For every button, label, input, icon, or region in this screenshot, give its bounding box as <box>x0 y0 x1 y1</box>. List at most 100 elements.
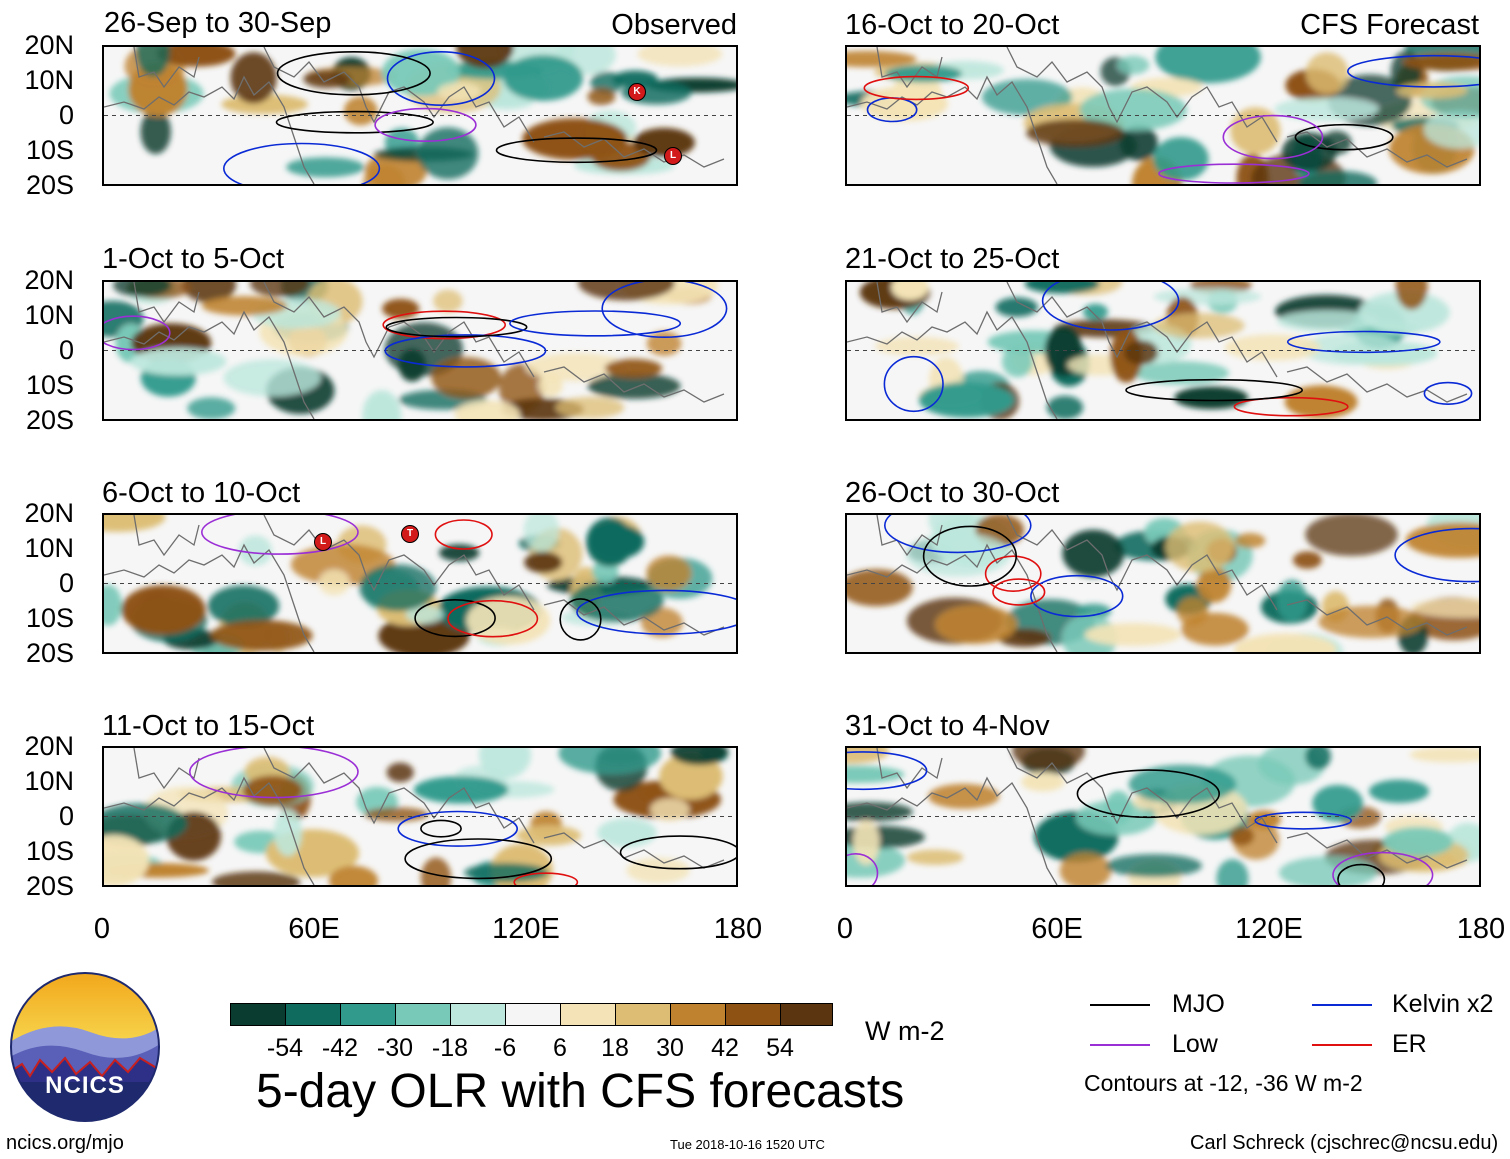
olr-field <box>847 47 1479 184</box>
coastline <box>133 748 200 790</box>
olr-anomaly-blob <box>454 400 521 419</box>
olr-anomaly-blob <box>558 748 662 775</box>
olr-anomaly-blob <box>659 753 723 800</box>
olr-anomaly-blob <box>1277 310 1378 332</box>
footer-credit: Carl Schreck (cjschrec@ncsu.edu) <box>1190 1132 1499 1154</box>
kelvin-contour <box>1254 811 1353 830</box>
panel-title-right-1: 16-Oct to 20-Oct <box>845 9 1060 41</box>
er-contour <box>447 599 539 638</box>
coastline <box>104 310 315 419</box>
mjo-contour <box>559 598 602 641</box>
panel-title-right-4: 31-Oct to 4-Nov <box>845 710 1050 742</box>
kelvin-contour <box>576 589 736 635</box>
olr-anomaly-blob <box>1153 313 1245 339</box>
coastline <box>104 543 315 652</box>
olr-anomaly-blob <box>250 282 310 298</box>
colorbar-label: -54 <box>266 1034 304 1062</box>
coastline <box>104 75 315 184</box>
olr-anomaly-blob <box>874 336 959 356</box>
kelvin-contour <box>384 334 547 368</box>
storm-marker: L <box>664 147 682 165</box>
olr-field <box>847 748 1479 885</box>
mjo-contour <box>414 599 496 638</box>
lat-label: 20S <box>25 170 74 200</box>
coastline <box>1006 748 1278 844</box>
lat-label: 10N <box>24 533 74 563</box>
olr-anomaly-blob <box>1181 612 1249 646</box>
olr-anomaly-blob <box>1153 288 1262 305</box>
legend-mjo-line <box>1090 1004 1150 1006</box>
lat-label: 10S <box>25 370 74 400</box>
olr-anomaly-blob <box>1423 110 1479 149</box>
olr-anomaly-blob <box>1305 52 1349 94</box>
lon-label: 180 <box>1456 913 1506 945</box>
colorbar-swatch <box>230 1003 286 1026</box>
lat-label: 0 <box>58 801 74 831</box>
olr-anomaly-blob <box>928 783 1000 809</box>
main-title: 5-day OLR with CFS forecasts <box>256 1065 905 1118</box>
kelvin-contour <box>883 355 944 413</box>
mjo-contour <box>922 525 1018 587</box>
olr-anomaly-blob <box>538 373 563 397</box>
olr-anomaly-blob <box>223 359 321 397</box>
er-contour <box>1233 396 1349 417</box>
olr-anomaly-blob <box>995 297 1038 317</box>
storm-marker: K <box>628 83 646 101</box>
legend-er-label: ER <box>1392 1030 1427 1058</box>
kelvin-contour <box>1286 330 1441 354</box>
olr-field <box>104 282 736 419</box>
kelvin-contour <box>509 310 682 337</box>
lat-label: 20N <box>24 731 74 761</box>
mjo-contour <box>276 50 431 96</box>
low-contour <box>189 748 359 799</box>
kelvin-contour <box>1394 527 1479 583</box>
lat-label: 10S <box>25 836 74 866</box>
lat-label: 20N <box>24 30 74 60</box>
footer-url[interactable]: ncics.org/mjo <box>6 1132 124 1154</box>
coastline <box>263 515 535 611</box>
olr-anomaly-blob <box>1234 533 1266 549</box>
lat-label: 20N <box>24 265 74 295</box>
coastline <box>543 366 725 403</box>
kelvin-contour <box>1030 574 1124 618</box>
colorbar-label: 30 <box>656 1034 684 1062</box>
mjo-contour <box>404 838 553 880</box>
olr-anomaly-blob <box>1368 779 1430 803</box>
kelvin-contour <box>1347 54 1479 88</box>
lon-label: 0 <box>836 913 854 945</box>
kelvin-contour <box>1041 282 1180 331</box>
olr-anomaly-blob <box>286 157 365 178</box>
lat-label: 10N <box>24 300 74 330</box>
coastline <box>133 47 200 89</box>
olr-anomaly-blob <box>586 517 634 567</box>
panel-title-left-2: 1-Oct to 5-Oct <box>102 243 285 275</box>
olr-anomaly-blob <box>1084 623 1182 646</box>
olr-anomaly-blob <box>612 70 658 88</box>
olr-anomaly-blob <box>1300 333 1403 365</box>
panel-title-left-1: 26-Sep to 30-Sep <box>104 7 332 39</box>
panel-title-left-4: 11-Oct to 15-Oct <box>102 710 315 742</box>
olr-anomaly-blob <box>1409 748 1479 763</box>
olr-anomaly-blob <box>1358 291 1450 334</box>
olr-anomaly-blob <box>130 347 227 376</box>
coastline <box>133 515 200 557</box>
kelvin-contour <box>1423 381 1473 405</box>
olr-anomaly-blob <box>1119 125 1158 161</box>
legend-kelvin-line <box>1312 1004 1372 1006</box>
colorbar-swatch <box>670 1003 726 1026</box>
lon-label: 180 <box>713 913 763 945</box>
colorbar-swatch <box>340 1003 396 1026</box>
olr-anomaly-blob <box>1124 340 1159 365</box>
colorbar-label: -30 <box>376 1034 414 1062</box>
olr-anomaly-blob <box>650 798 690 822</box>
olr-anomaly-blob <box>847 765 905 784</box>
olr-anomaly-blob <box>113 282 172 297</box>
olr-anomaly-blob <box>670 748 729 765</box>
coastline <box>1006 282 1278 378</box>
olr-anomaly-blob <box>1278 856 1377 885</box>
low-contour <box>104 315 171 351</box>
mjo-contour <box>495 137 658 164</box>
coastline <box>876 282 943 324</box>
lat-label: 10N <box>24 65 74 95</box>
olr-anomaly-blob <box>140 109 171 155</box>
